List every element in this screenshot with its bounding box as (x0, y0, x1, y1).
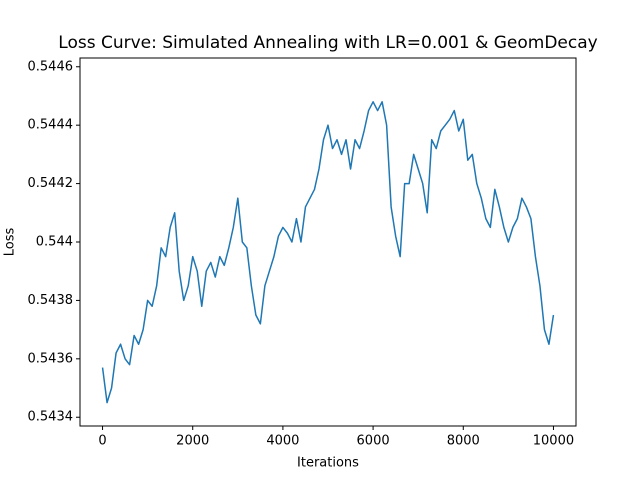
x-tick-label: 10000 (533, 434, 574, 449)
y-tick-label: 0.5436 (28, 351, 74, 366)
y-tick-label: 0.5446 (28, 59, 74, 74)
x-axis-label: Iterations (297, 456, 359, 471)
y-tick-label: 0.544 (36, 235, 73, 250)
y-tick-label: 0.5438 (28, 293, 74, 308)
y-axis-label: Loss (3, 228, 18, 257)
x-tick-label: 2000 (176, 434, 209, 449)
x-tick-label: 0 (98, 434, 106, 449)
y-tick-label: 0.5442 (28, 176, 74, 191)
loss-line (101, 101, 555, 404)
plot-frame (79, 57, 577, 427)
y-tick-label: 0.5444 (28, 118, 74, 133)
x-tick-label: 4000 (266, 434, 299, 449)
x-tick-label: 6000 (357, 434, 390, 449)
y-tick-label: 0.5434 (28, 410, 74, 425)
chart-title: Loss Curve: Simulated Annealing with LR=… (58, 33, 597, 53)
x-tick-label: 8000 (447, 434, 480, 449)
